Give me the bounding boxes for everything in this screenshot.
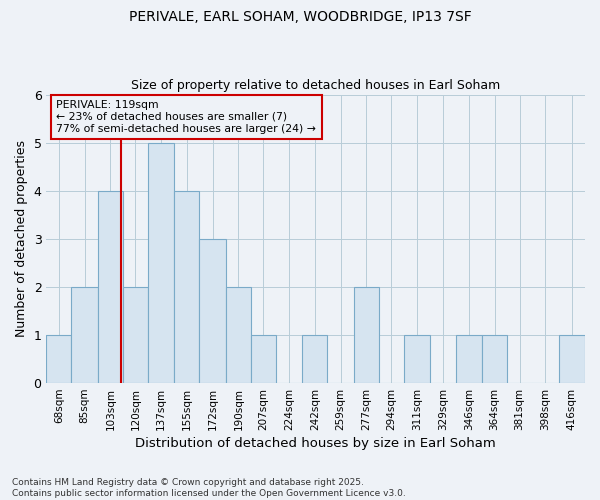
Bar <box>98 190 123 383</box>
Bar <box>123 287 148 383</box>
Text: Contains HM Land Registry data © Crown copyright and database right 2025.
Contai: Contains HM Land Registry data © Crown c… <box>12 478 406 498</box>
Bar <box>404 335 430 383</box>
Bar <box>199 239 226 383</box>
Text: PERIVALE, EARL SOHAM, WOODBRIDGE, IP13 7SF: PERIVALE, EARL SOHAM, WOODBRIDGE, IP13 7… <box>128 10 472 24</box>
Bar <box>455 335 482 383</box>
Bar <box>148 142 175 383</box>
Bar <box>226 287 251 383</box>
Bar <box>251 335 276 383</box>
Bar <box>46 335 71 383</box>
Text: PERIVALE: 119sqm
← 23% of detached houses are smaller (7)
77% of semi-detached h: PERIVALE: 119sqm ← 23% of detached house… <box>56 100 316 134</box>
Bar <box>71 287 98 383</box>
Bar <box>354 287 379 383</box>
Title: Size of property relative to detached houses in Earl Soham: Size of property relative to detached ho… <box>131 79 500 92</box>
X-axis label: Distribution of detached houses by size in Earl Soham: Distribution of detached houses by size … <box>136 437 496 450</box>
Bar <box>482 335 507 383</box>
Bar <box>175 190 199 383</box>
Bar <box>559 335 585 383</box>
Bar <box>302 335 328 383</box>
Y-axis label: Number of detached properties: Number of detached properties <box>15 140 28 338</box>
